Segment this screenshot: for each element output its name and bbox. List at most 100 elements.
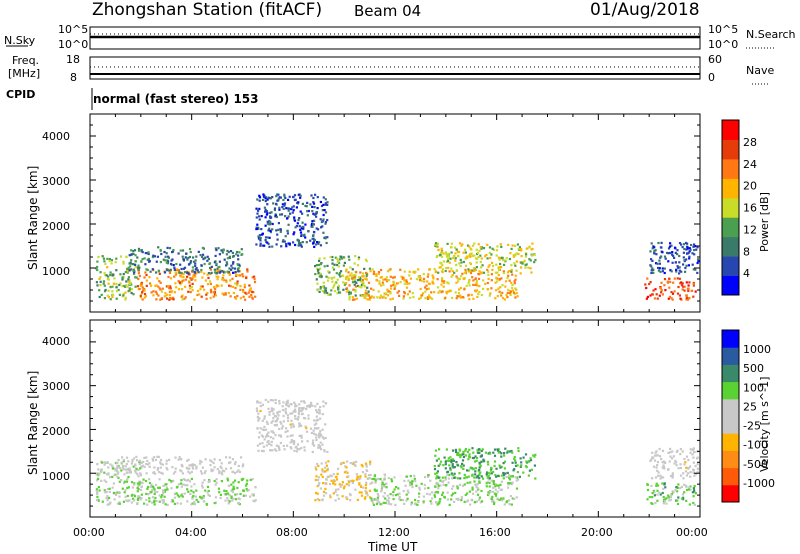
echo-cell bbox=[656, 493, 659, 496]
echo-cell bbox=[155, 500, 158, 503]
echo-cell bbox=[325, 464, 328, 467]
echo-cell bbox=[364, 496, 367, 499]
echo-cell bbox=[242, 463, 245, 466]
colorbar-tick-label: 20 bbox=[743, 180, 757, 193]
echo-cell bbox=[138, 274, 141, 278]
echo-cell bbox=[672, 254, 675, 257]
echo-cell bbox=[124, 489, 127, 492]
echo-cell bbox=[324, 470, 327, 473]
echo-cell bbox=[165, 268, 168, 271]
echo-cell bbox=[372, 270, 376, 273]
echo-cell bbox=[96, 463, 99, 466]
echo-cell bbox=[416, 278, 419, 281]
echo-cell bbox=[515, 288, 518, 291]
echo-cell bbox=[436, 242, 439, 245]
echo-cell bbox=[241, 273, 244, 276]
echo-cell bbox=[140, 250, 143, 253]
echo-cell bbox=[289, 423, 292, 426]
echo-cell bbox=[124, 291, 127, 294]
echo-cell bbox=[673, 256, 676, 259]
echo-cell bbox=[466, 244, 470, 247]
echo-cell bbox=[326, 450, 329, 453]
echo-cell bbox=[181, 249, 185, 252]
echo-cell bbox=[336, 263, 339, 267]
echo-cell bbox=[513, 262, 516, 265]
echo-cell bbox=[315, 264, 318, 267]
echo-cell bbox=[344, 270, 348, 273]
echo-cell bbox=[217, 275, 220, 278]
echo-cell bbox=[693, 474, 696, 477]
echo-cell bbox=[97, 255, 100, 259]
echo-cell bbox=[433, 468, 437, 471]
echo-cell bbox=[456, 485, 459, 488]
echo-cell bbox=[319, 445, 322, 448]
echo-cell bbox=[168, 294, 171, 297]
echo-cell bbox=[507, 288, 510, 291]
echo-cell bbox=[300, 233, 303, 236]
echo-cell bbox=[661, 293, 664, 296]
echo-cell bbox=[523, 259, 526, 262]
echo-cell bbox=[230, 483, 233, 486]
echo-cell bbox=[471, 486, 474, 489]
echo-cell bbox=[505, 280, 508, 283]
echo-cell bbox=[220, 249, 223, 252]
echo-cell bbox=[306, 210, 309, 213]
echo-cell bbox=[432, 277, 435, 280]
echo-cell bbox=[122, 458, 125, 462]
colorbar-segment bbox=[722, 139, 739, 160]
echo-cell bbox=[311, 205, 314, 208]
echo-cell bbox=[174, 470, 177, 473]
echo-cell bbox=[694, 268, 697, 271]
echo-cell bbox=[665, 497, 668, 500]
echo-cell bbox=[298, 413, 301, 416]
echo-cell bbox=[431, 297, 434, 300]
echo-cell bbox=[300, 244, 303, 247]
echo-cell bbox=[139, 294, 142, 297]
echo-cell bbox=[335, 478, 339, 481]
echo-cell bbox=[458, 262, 461, 265]
echo-cell bbox=[689, 248, 692, 251]
echo-cell bbox=[478, 468, 481, 471]
echo-cell bbox=[530, 468, 533, 471]
echo-cell bbox=[190, 286, 194, 289]
x-tick: 00:00 bbox=[73, 526, 105, 539]
colorbar-segment bbox=[722, 217, 739, 238]
echo-cell bbox=[478, 472, 481, 475]
echo-cell bbox=[99, 284, 102, 287]
echo-cell bbox=[382, 295, 385, 298]
echo-cell bbox=[349, 274, 352, 277]
echo-cell bbox=[496, 490, 499, 493]
echo-cell bbox=[693, 489, 696, 492]
echo-cell bbox=[464, 248, 467, 251]
echo-cell bbox=[255, 227, 259, 230]
echo-cell bbox=[476, 284, 479, 287]
echo-cell bbox=[153, 488, 156, 491]
echo-cell bbox=[126, 494, 129, 498]
echo-cell bbox=[336, 278, 339, 281]
echo-cell bbox=[342, 461, 345, 464]
echo-cell bbox=[517, 447, 520, 450]
echo-cell bbox=[401, 499, 405, 502]
echo-cell bbox=[487, 463, 490, 466]
echo-cell bbox=[157, 486, 160, 489]
echo-cell bbox=[177, 269, 180, 272]
echo-cell bbox=[520, 464, 523, 467]
echo-cell bbox=[173, 275, 176, 278]
echo-cell bbox=[268, 223, 272, 226]
echo-cell bbox=[509, 495, 512, 498]
echo-cell bbox=[151, 496, 154, 499]
echo-cell bbox=[674, 489, 677, 492]
echo-cell bbox=[494, 488, 497, 491]
echo-cell bbox=[663, 278, 667, 281]
echo-cell bbox=[138, 496, 141, 499]
echo-cell bbox=[269, 211, 272, 215]
echo-cell bbox=[464, 257, 467, 260]
echo-cell bbox=[486, 460, 489, 463]
echo-cell bbox=[528, 258, 531, 261]
echo-cell bbox=[652, 271, 655, 274]
echo-cell bbox=[451, 270, 454, 273]
echo-cell bbox=[496, 497, 499, 500]
echo-cell bbox=[350, 272, 353, 275]
echo-cell bbox=[275, 215, 278, 219]
echo-cell bbox=[329, 496, 332, 499]
